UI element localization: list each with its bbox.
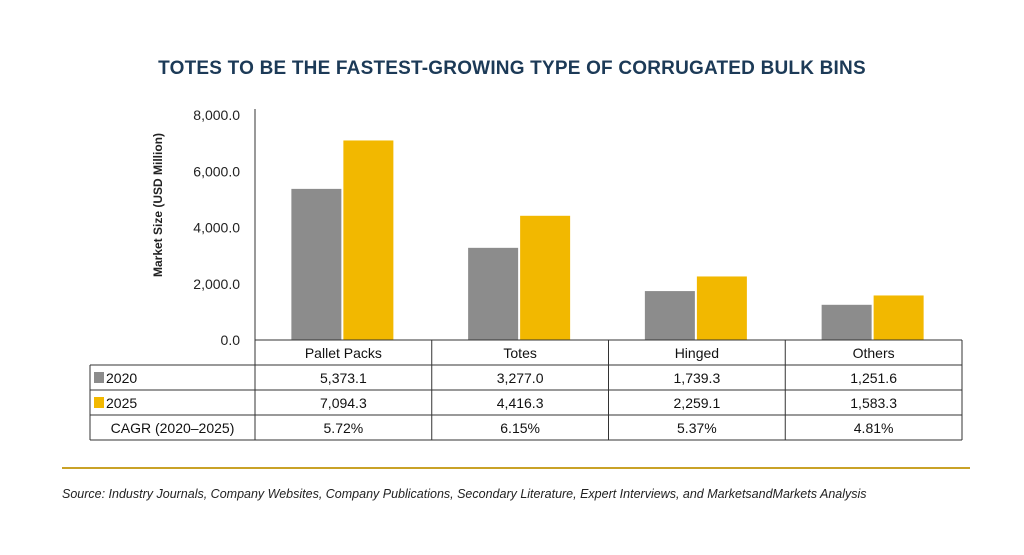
data-label: 1,251.6 (850, 370, 897, 386)
cagr-value: 4.81% (854, 420, 894, 436)
data-label: 1,739.3 (674, 370, 721, 386)
bar-2020-others (821, 304, 872, 340)
category-label: Pallet Packs (305, 345, 382, 361)
data-label: 2,259.1 (674, 395, 721, 411)
data-label: 4,416.3 (497, 395, 544, 411)
chart-canvas: Market Size (USD Million) 0.0 2,000.0 4,00… (89, 107, 963, 441)
data-label: 5,373.1 (320, 370, 367, 386)
legend-swatch-2025 (94, 397, 104, 408)
chart-title: TOTES TO BE THE FASTEST-GROWING TYPE OF … (158, 58, 866, 79)
y-tick-label: 8,000.0 (193, 107, 240, 123)
legend-label-2025: 2025 (106, 395, 137, 411)
data-label: 3,277.0 (497, 370, 544, 386)
bar-2025-pallet-packs (343, 140, 394, 340)
y-tick-label: 6,000.0 (193, 163, 240, 179)
bar-2020-pallet-packs (291, 188, 342, 340)
legend-swatch-2020 (94, 372, 104, 383)
category-label: Others (853, 345, 895, 361)
bar-2020-totes (468, 247, 519, 340)
bars-group (291, 140, 924, 340)
cagr-value: 5.72% (324, 420, 364, 436)
bar-2020-hinged (644, 291, 695, 340)
legend-label-2020: 2020 (106, 370, 137, 386)
bar-2025-others (873, 295, 924, 340)
category-label: Hinged (675, 345, 719, 361)
separator-rule (62, 467, 970, 469)
cagr-label: CAGR (2020–2025) (111, 420, 235, 436)
cagr-value: 5.37% (677, 420, 717, 436)
y-tick-label: 2,000.0 (193, 276, 240, 292)
cagr-value: 6.15% (500, 420, 540, 436)
y-tick-label: 0.0 (221, 332, 241, 348)
data-table: Pallet Packs Totes Hinged Others 2020 5,373.1… (89, 339, 963, 441)
y-axis-label: Market Size (USD Million) (151, 133, 165, 277)
data-label: 7,094.3 (320, 395, 367, 411)
bar-2025-hinged (696, 276, 747, 340)
y-axis: 0.0 2,000.0 4,000.0 6,000.0 8,000.0 (193, 107, 256, 348)
category-label: Totes (503, 345, 536, 361)
source-note: Source: Industry Journals, Company Websi… (62, 487, 867, 501)
data-label: 1,583.3 (850, 395, 897, 411)
y-tick-label: 4,000.0 (193, 220, 240, 236)
bar-2025-totes (520, 215, 571, 340)
